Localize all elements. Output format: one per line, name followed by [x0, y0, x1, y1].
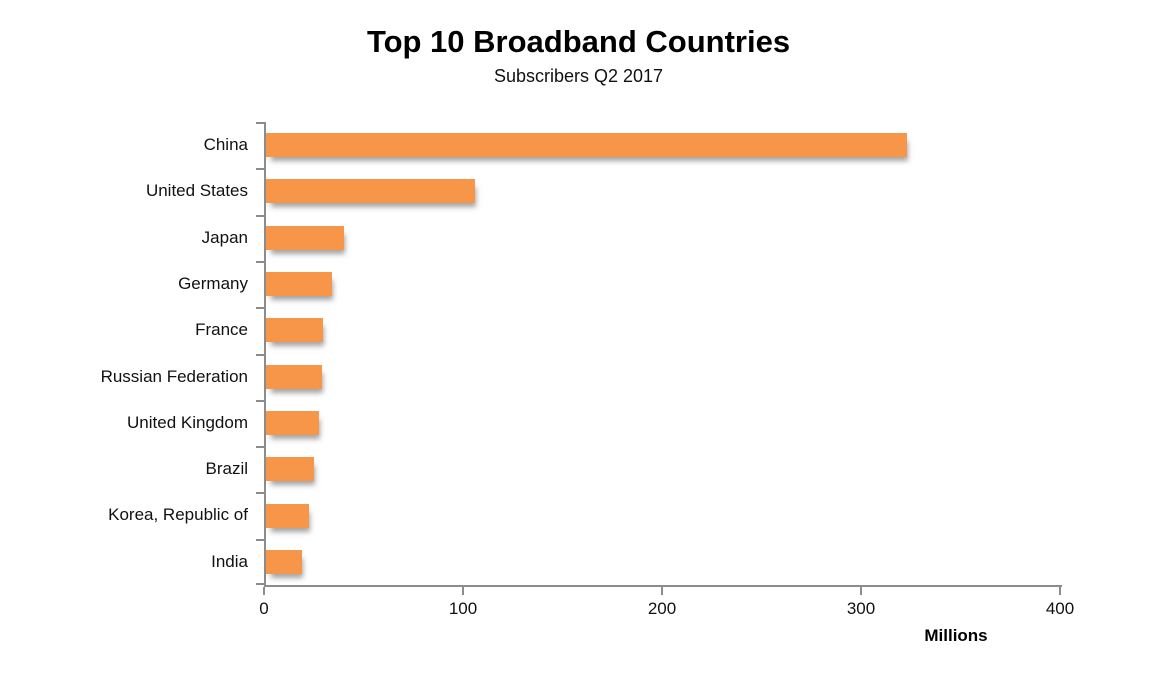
x-tick-label: 0 [259, 599, 269, 618]
x-axis-tick [661, 587, 663, 595]
category-label: United Kingdom [127, 413, 248, 432]
category-axis: China United States Japan Germany France Russ… [0, 122, 248, 585]
y-axis-tick [256, 215, 264, 217]
y-axis-tick [256, 122, 264, 124]
category-label: France [195, 320, 248, 339]
y-axis-tick [256, 307, 264, 309]
category-label: China [203, 135, 248, 154]
bar [266, 272, 332, 296]
category-label: Korea, Republic of [108, 505, 248, 524]
chart-title: Top 10 Broadband Countries [366, 24, 791, 59]
bar [266, 411, 319, 435]
x-tick-label: 200 [647, 599, 677, 618]
bar [266, 226, 344, 250]
y-axis-tick [256, 354, 264, 356]
y-axis-tick [256, 583, 264, 585]
category-label: Russian Federation [100, 367, 248, 386]
x-axis-tick [462, 587, 464, 595]
x-axis-tick [1059, 587, 1061, 595]
x-tick-label: 300 [846, 599, 876, 618]
y-axis-tick [256, 400, 264, 402]
category-label: Germany [178, 274, 248, 293]
category-label: India [211, 552, 248, 571]
value-axis: 0 100 200 300 400 [259, 587, 1074, 627]
category-label: Brazil [205, 459, 248, 478]
bar [266, 504, 309, 528]
y-axis-tick [256, 446, 264, 448]
bar [266, 550, 302, 574]
bar [266, 133, 907, 157]
y-axis-tick [256, 492, 264, 494]
y-axis-tick [256, 168, 264, 170]
axis-unit-label: Millions [924, 626, 988, 645]
y-axis-tick [256, 261, 264, 263]
x-tick-label: 100 [448, 599, 478, 618]
y-axis-tick [256, 539, 264, 541]
category-label: Japan [201, 228, 248, 247]
bar [266, 318, 323, 342]
x-axis-tick [860, 587, 862, 595]
chart-subtitle: Subscribers Q2 2017 [493, 66, 664, 86]
plot-area [256, 122, 1062, 587]
x-axis-tick [263, 587, 265, 595]
x-tick-label: 400 [1045, 599, 1075, 618]
bar [266, 365, 322, 389]
bar [266, 457, 314, 481]
category-label: United States [145, 181, 248, 200]
bar [266, 179, 475, 203]
